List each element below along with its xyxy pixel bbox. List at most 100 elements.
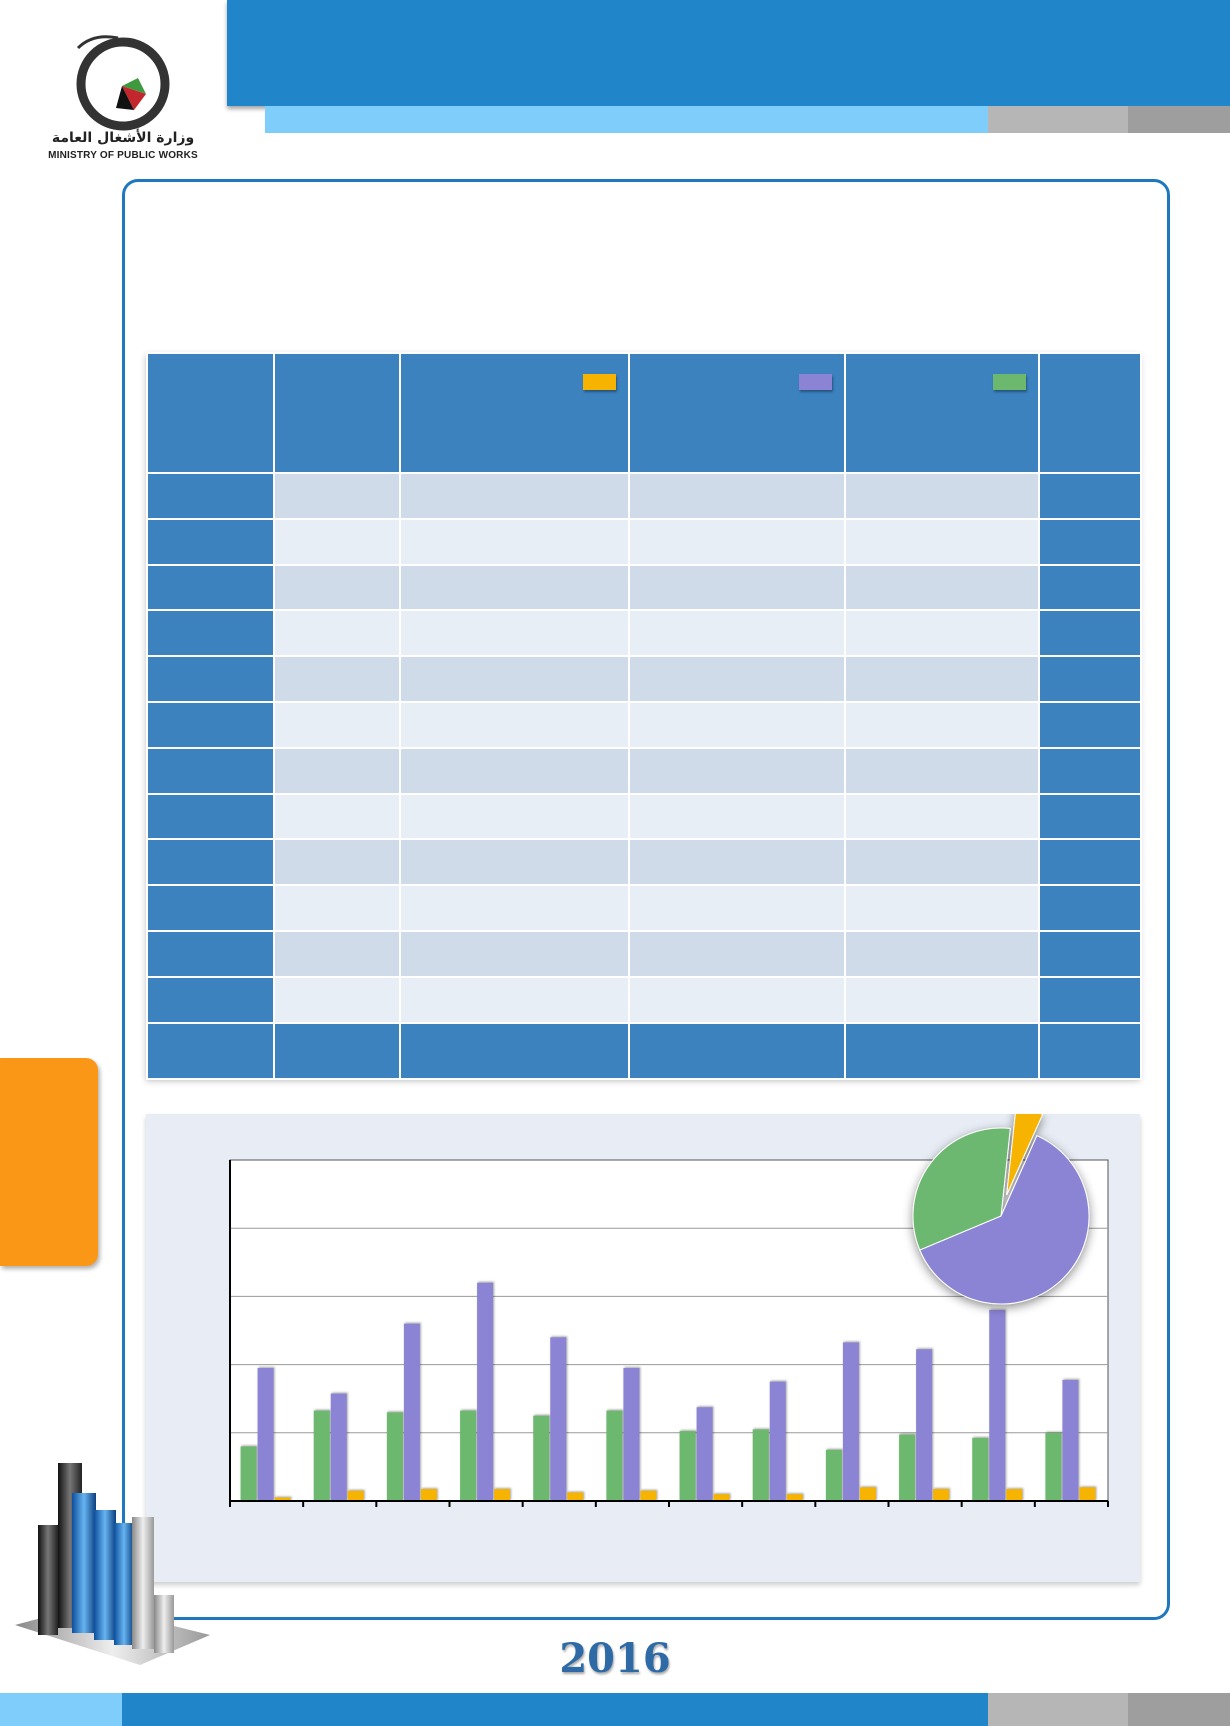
bar (899, 1434, 916, 1501)
table-row (146, 929, 1142, 978)
table-cell (628, 884, 846, 932)
bar (859, 1487, 876, 1501)
table-cell (1038, 975, 1142, 1024)
table-cell (628, 1021, 846, 1080)
table-cell (628, 563, 846, 612)
bar-chart-decoration-icon (15, 1463, 210, 1665)
table-cell (146, 472, 275, 520)
table-cell (273, 838, 401, 887)
table-cell (146, 1021, 275, 1080)
table-cell (844, 655, 1040, 703)
logo-english-text: MINISTRY OF PUBLIC WORKS (48, 150, 198, 161)
table-cell (628, 929, 846, 978)
table-cell (146, 700, 275, 749)
bar (420, 1489, 437, 1501)
table-cell (399, 746, 630, 795)
bar (972, 1437, 989, 1501)
table-cell (1038, 655, 1142, 703)
bar (1045, 1432, 1062, 1501)
table-cell (146, 929, 275, 978)
table-cell (1038, 700, 1142, 749)
table-header-cell (1038, 352, 1142, 474)
bar (989, 1310, 1006, 1501)
table-cell (1038, 563, 1142, 612)
table-cell (844, 975, 1040, 1024)
table-cell (399, 838, 630, 887)
table-cell (399, 655, 630, 703)
bar (477, 1282, 494, 1501)
bar (606, 1410, 623, 1501)
bar (713, 1494, 730, 1501)
table-cell (628, 975, 846, 1024)
footer-stripe-dark-grey (1128, 1693, 1230, 1726)
pie-slice (919, 1134, 1090, 1305)
pie-slice (912, 1127, 1011, 1251)
table-cell (273, 884, 401, 932)
table-row (146, 563, 1142, 612)
table-header-cell (628, 352, 846, 474)
table-cell (273, 792, 401, 841)
table-cell (146, 792, 275, 841)
table-row (146, 884, 1142, 932)
bar (567, 1492, 584, 1501)
table-cell (146, 609, 275, 658)
bar (769, 1381, 786, 1501)
table-cell (399, 792, 630, 841)
side-tab (0, 1058, 98, 1266)
bar (842, 1342, 859, 1501)
table-cell (146, 884, 275, 932)
table-row (146, 655, 1142, 703)
data-table (146, 352, 1142, 1080)
bar (533, 1415, 550, 1501)
table-total-row (146, 1021, 1142, 1080)
bar (386, 1412, 403, 1501)
table-row (146, 838, 1142, 887)
table-row (146, 700, 1142, 749)
table-cell (146, 563, 275, 612)
chart-panel (146, 1114, 1140, 1582)
table-cell (146, 655, 275, 703)
bar (752, 1429, 769, 1501)
bar (240, 1446, 257, 1501)
table-cell (844, 517, 1040, 566)
table-cell (399, 609, 630, 658)
table-cell (628, 838, 846, 887)
bar (696, 1407, 713, 1501)
table-header-cell (844, 352, 1040, 474)
table-cell (273, 517, 401, 566)
bar (786, 1494, 803, 1501)
table-row (146, 975, 1142, 1024)
table-cell (146, 746, 275, 795)
table-cell (399, 517, 630, 566)
bar (257, 1368, 274, 1501)
table-cell (1038, 746, 1142, 795)
footer-stripe-blue (122, 1693, 988, 1726)
table-cell (1038, 472, 1142, 520)
table-cell (1038, 1021, 1142, 1080)
table-cell (399, 700, 630, 749)
bar (1006, 1489, 1023, 1501)
table-cell (844, 929, 1040, 978)
ministry-logo-icon (76, 35, 170, 131)
table-cell (146, 838, 275, 887)
table-cell (273, 1021, 401, 1080)
table-cell (844, 792, 1040, 841)
table-cell (399, 472, 630, 520)
table-cell (628, 655, 846, 703)
table-cell (628, 472, 846, 520)
table-cell (146, 975, 275, 1024)
table-row (146, 517, 1142, 566)
footer-stripe-light (0, 1693, 122, 1726)
table-header-cell (399, 352, 630, 474)
bar (494, 1489, 511, 1501)
bar (313, 1410, 330, 1501)
table-cell (844, 609, 1040, 658)
bar (1079, 1487, 1096, 1501)
table-cell (273, 700, 401, 749)
table-cell (1038, 609, 1142, 658)
bar (330, 1393, 347, 1501)
table-cell (146, 517, 275, 566)
bar (623, 1368, 640, 1501)
table-cell (844, 1021, 1040, 1080)
bar (825, 1449, 842, 1501)
